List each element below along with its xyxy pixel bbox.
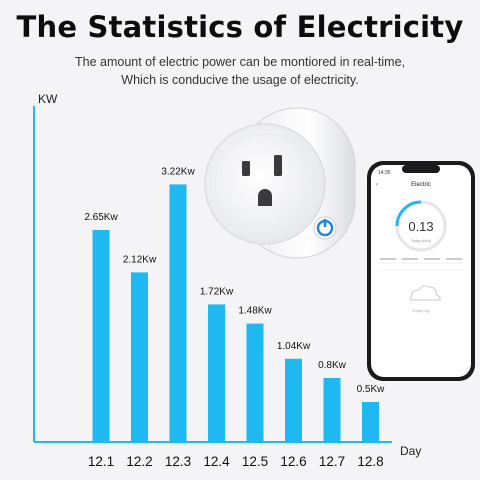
subtitle-line-2: Which is conducive the usage of electric… <box>121 73 359 87</box>
bar-value-label: 1.72Kw <box>200 286 234 297</box>
bar-12.3 <box>169 184 187 442</box>
page-subtitle: The amount of electric power can be mont… <box>0 53 480 89</box>
x-axis-label: Day <box>400 444 421 458</box>
bar-value-label: 2.12Kw <box>123 254 157 265</box>
x-tick-label: 12.4 <box>203 454 230 469</box>
phone-image: 14:35 ‹ Electric 0.13 Today (kWh) Empty … <box>367 161 475 381</box>
phone-time: 14:35 <box>378 170 391 176</box>
y-axis-label: KW <box>38 92 58 106</box>
bar-value-label: 2.65Kw <box>84 212 118 223</box>
bar-12.2 <box>131 272 148 442</box>
bar-value-label: 0.8Kw <box>318 360 347 371</box>
smart-plug-image <box>204 107 356 259</box>
x-tick-label: 12.2 <box>126 454 152 469</box>
x-tick-label: 12.7 <box>319 454 345 469</box>
x-tick-label: 12.6 <box>280 454 306 469</box>
x-tick-label: 12.1 <box>88 454 114 469</box>
phone-screen-title: Electric <box>411 182 431 188</box>
phone-today-label: Today (kWh) <box>411 239 431 243</box>
bar-12.1 <box>92 230 110 442</box>
subtitle-line-1: The amount of electric power can be mont… <box>74 55 406 69</box>
bar-12.5 <box>246 323 264 442</box>
bar-value-label: 1.04Kw <box>277 341 311 352</box>
bar-value-label: 1.48Kw <box>238 306 272 317</box>
x-tick-label: 12.8 <box>357 454 383 469</box>
bar-12.7 <box>323 378 341 442</box>
bar-series: 2.65Kw 12.1 2.12Kw 12.2 3.22Kw 12.3 1.72Kw 12.4… <box>84 166 385 469</box>
back-icon: ‹ <box>376 182 378 188</box>
bar-12.8 <box>362 402 379 442</box>
x-tick-label: 12.3 <box>165 454 191 469</box>
phone-caption: Empty Log <box>413 309 430 313</box>
bar-value-label: 3.22Kw <box>161 166 195 177</box>
phone-reading: 0.13 <box>408 219 433 234</box>
bar-value-label: 0.5Kw <box>357 384 386 395</box>
page-title: The Statistics of Electricity <box>16 10 464 44</box>
x-tick-label: 12.5 <box>242 454 268 469</box>
bar-12.6 <box>285 358 302 442</box>
bar-12.4 <box>208 304 225 442</box>
